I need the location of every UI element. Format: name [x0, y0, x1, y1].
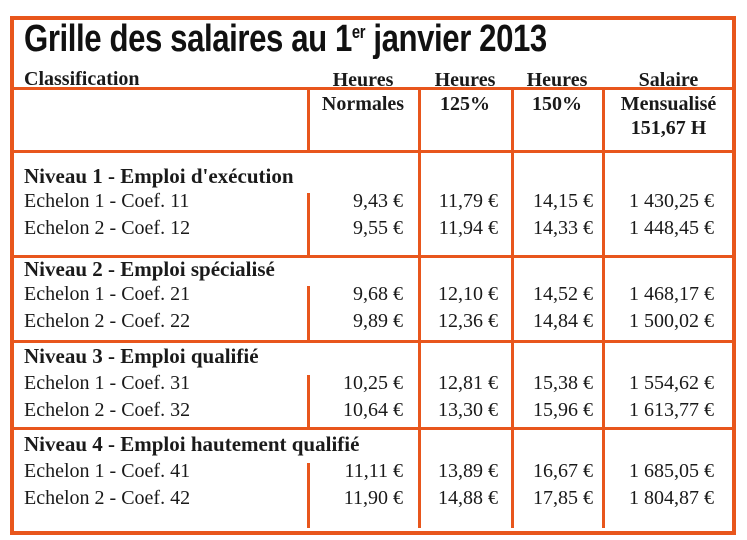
value-salaire: 1 448,45 €	[629, 217, 714, 239]
column-divider	[307, 88, 310, 151]
value-heures-normales: 10,25 €	[343, 372, 403, 394]
value-heures-150: 14,84 €	[533, 310, 593, 332]
level-heading: Niveau 2 - Emploi spécialisé	[24, 257, 275, 281]
column-divider	[511, 88, 514, 528]
value-heures-125: 12,81 €	[438, 372, 498, 394]
value-salaire: 1 430,25 €	[629, 190, 714, 212]
header-heures-normales: Heures Normales	[321, 69, 405, 115]
echelon-label: Echelon 1 - Coef. 11	[24, 190, 190, 212]
echelon-label: Echelon 1 - Coef. 21	[24, 283, 191, 305]
header-heures-125: Heures 125%	[434, 69, 496, 115]
echelon-label: Echelon 1 - Coef. 41	[24, 460, 191, 482]
table-frame	[10, 16, 736, 535]
header-salaire: Salaire Mensualisé 151,67 H	[620, 69, 717, 139]
column-divider	[307, 193, 310, 255]
column-divider	[307, 463, 310, 528]
value-heures-150: 14,52 €	[533, 283, 593, 305]
level-heading: Niveau 3 - Emploi qualifié	[24, 344, 259, 368]
column-divider	[307, 375, 310, 427]
page-title: Grille des salaires au 1er janvier 2013	[24, 18, 547, 60]
value-salaire: 1 804,87 €	[629, 487, 714, 509]
header-heures-150: Heures 150%	[526, 69, 588, 115]
value-heures-normales: 9,43 €	[353, 190, 403, 212]
value-salaire: 1 500,02 €	[629, 310, 714, 332]
column-divider	[307, 286, 310, 340]
value-heures-normales: 9,68 €	[353, 283, 403, 305]
value-heures-125: 12,10 €	[438, 283, 498, 305]
level-divider	[10, 340, 736, 343]
value-heures-150: 15,96 €	[533, 399, 593, 421]
header-classification: Classification	[24, 68, 140, 90]
level-divider	[10, 427, 736, 430]
value-heures-125: 14,88 €	[438, 487, 498, 509]
echelon-label: Echelon 1 - Coef. 31	[24, 372, 191, 394]
value-heures-125: 13,89 €	[438, 460, 498, 482]
value-heures-125: 12,36 €	[438, 310, 498, 332]
echelon-label: Echelon 2 - Coef. 32	[24, 399, 191, 421]
value-heures-125: 11,79 €	[438, 190, 498, 212]
value-heures-normales: 11,90 €	[343, 487, 403, 509]
value-heures-150: 16,67 €	[533, 460, 593, 482]
value-heures-normales: 9,55 €	[353, 217, 403, 239]
value-heures-125: 13,30 €	[438, 399, 498, 421]
value-heures-150: 15,38 €	[533, 372, 593, 394]
value-salaire: 1 685,05 €	[629, 460, 714, 482]
value-salaire: 1 613,77 €	[629, 399, 714, 421]
value-salaire: 1 554,62 €	[629, 372, 714, 394]
value-heures-normales: 10,64 €	[343, 399, 403, 421]
value-heures-150: 17,85 €	[533, 487, 593, 509]
value-salaire: 1 468,17 €	[629, 283, 714, 305]
echelon-label: Echelon 2 - Coef. 12	[24, 217, 191, 239]
column-divider	[418, 88, 421, 528]
column-divider	[602, 88, 605, 528]
value-heures-150: 14,33 €	[533, 217, 593, 239]
value-heures-125: 11,94 €	[438, 217, 498, 239]
header-divider	[10, 150, 736, 153]
level-heading: Niveau 4 - Emploi hautement qualifié	[24, 432, 360, 456]
level-divider	[10, 255, 736, 258]
echelon-label: Echelon 2 - Coef. 22	[24, 310, 191, 332]
value-heures-150: 14,15 €	[533, 190, 593, 212]
value-heures-normales: 11,11 €	[344, 460, 403, 482]
echelon-label: Echelon 2 - Coef. 42	[24, 487, 191, 509]
level-heading: Niveau 1 - Emploi d'exécution	[24, 164, 294, 188]
value-heures-normales: 9,89 €	[353, 310, 403, 332]
title-divider	[10, 87, 736, 90]
